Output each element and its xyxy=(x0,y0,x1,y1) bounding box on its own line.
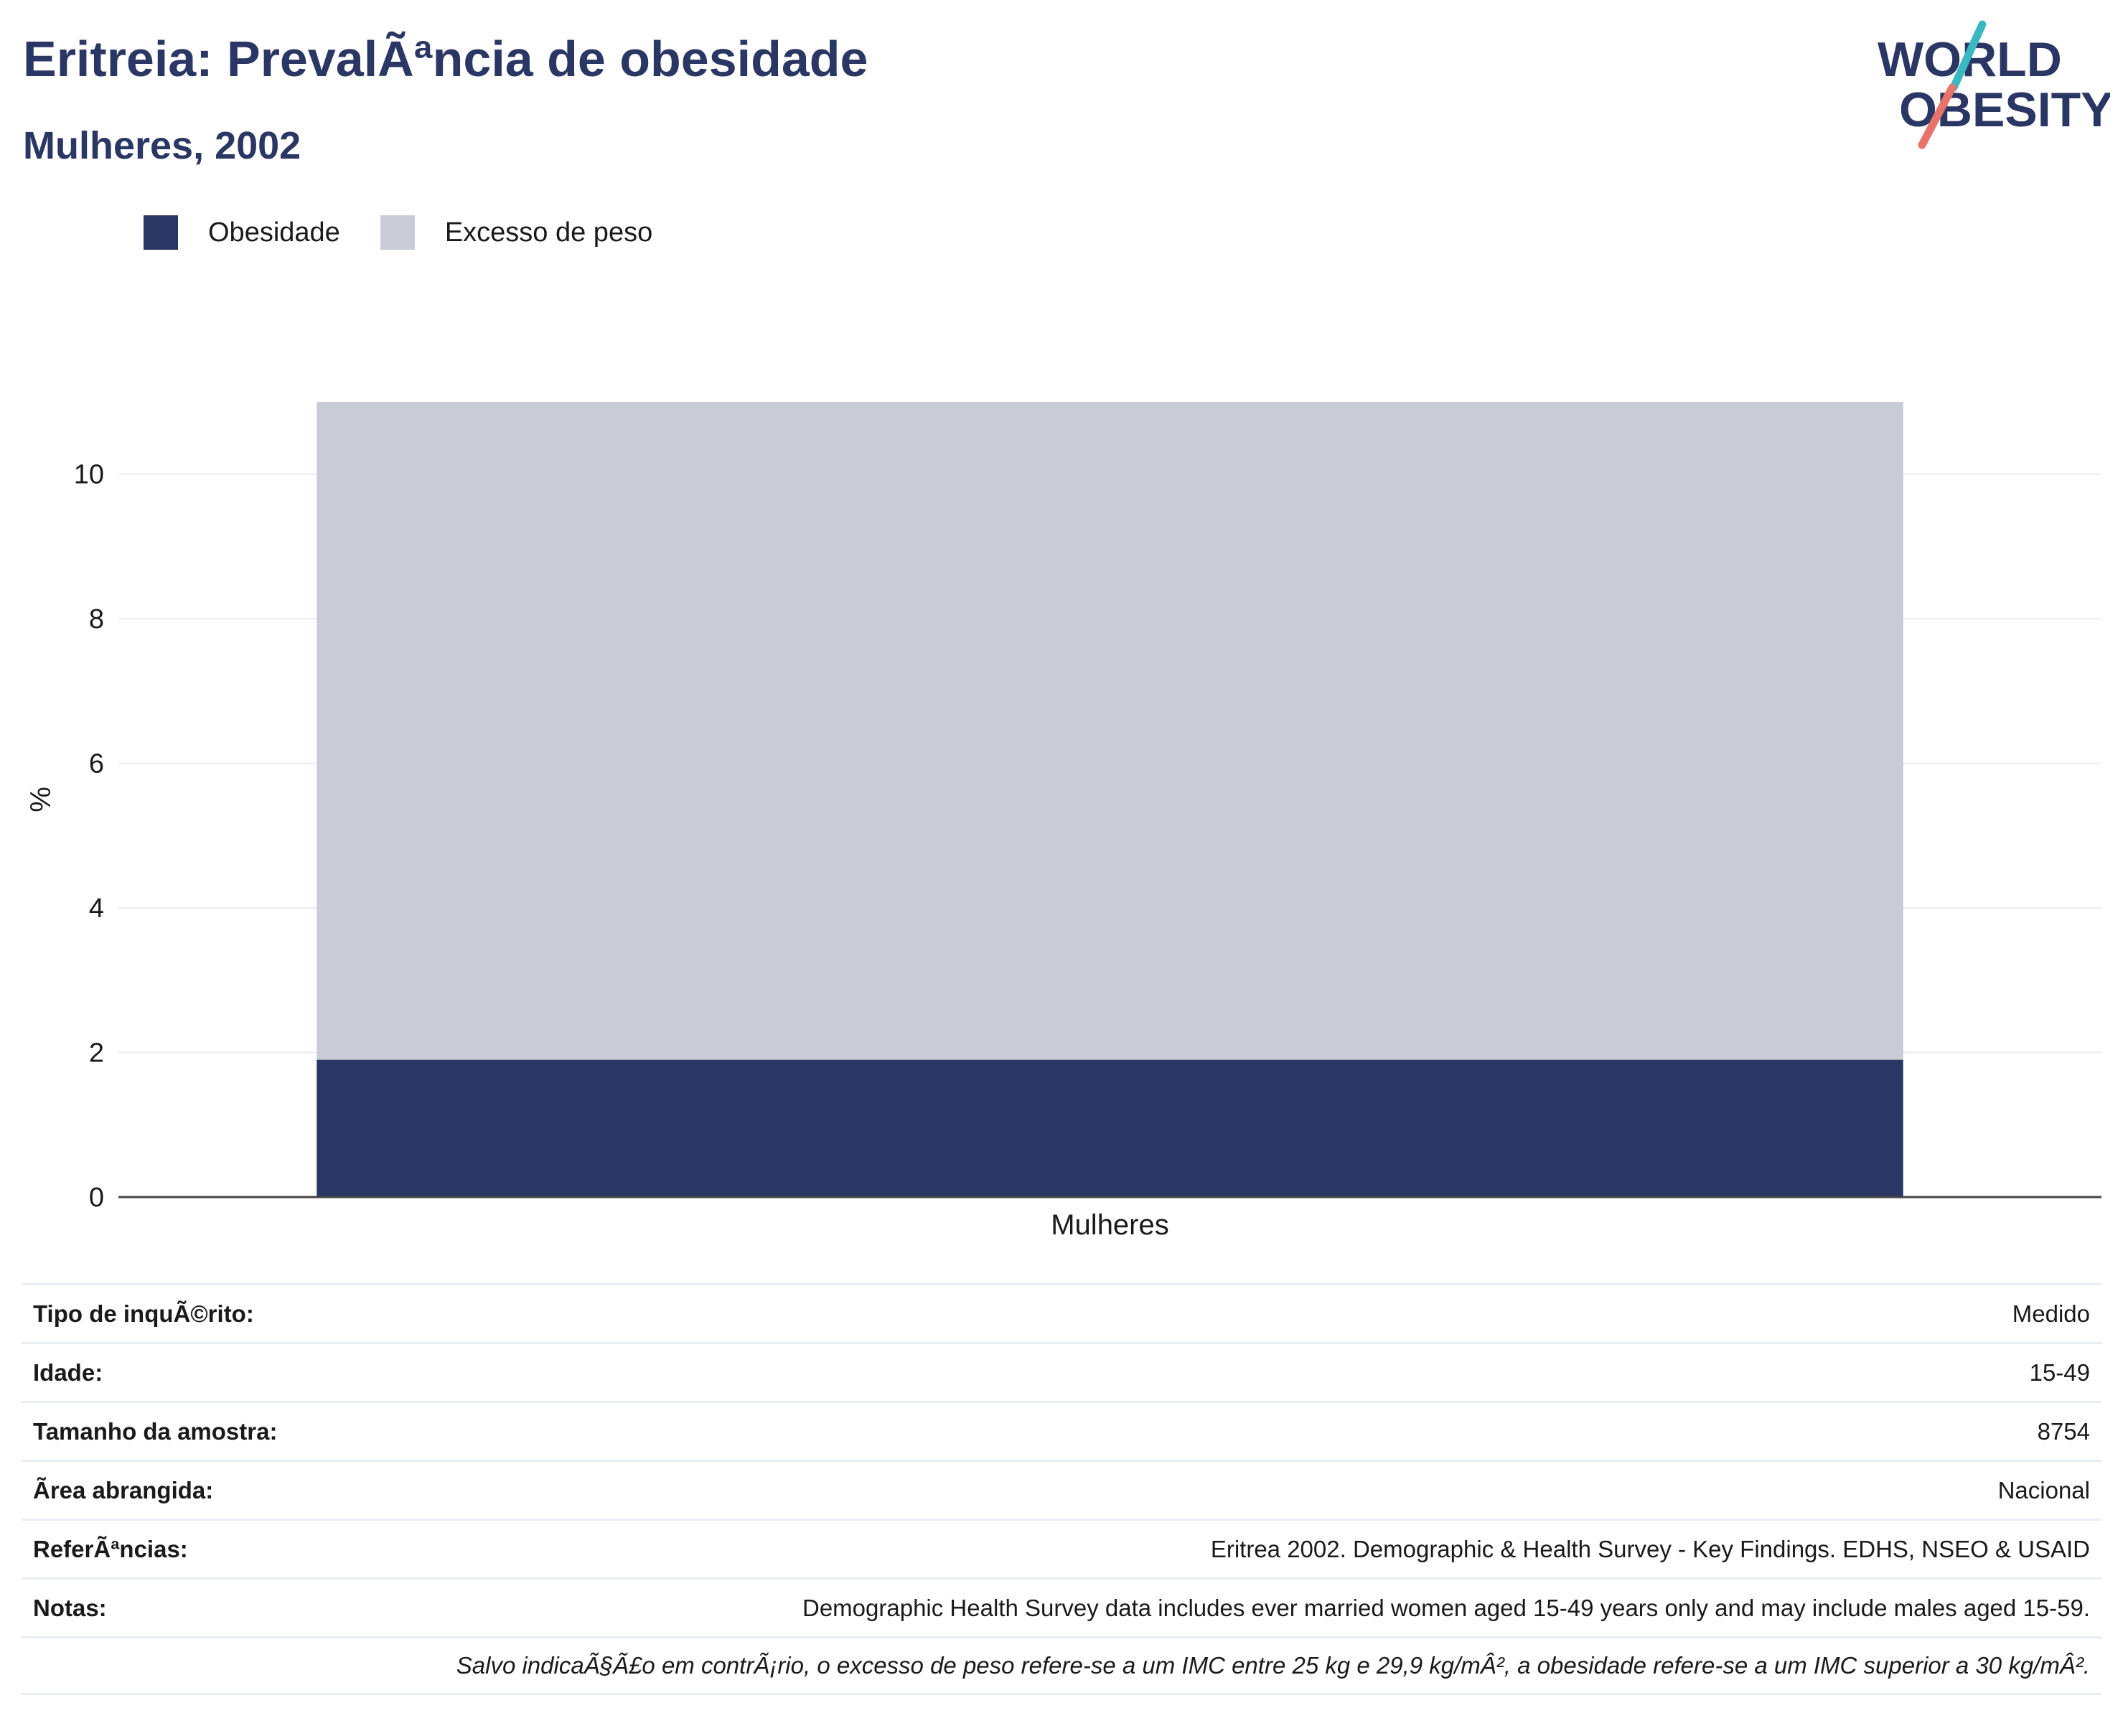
info-row-area: Ãrea abrangida: Nacional xyxy=(22,1460,2101,1519)
info-row-bmi-note: Salvo indicaÃ§Ã£o em contrÃ¡rio, o exces… xyxy=(22,1636,2101,1695)
bar-obesity xyxy=(317,1059,1903,1197)
bar-layer xyxy=(317,402,1903,1197)
y-tick-label: 6 xyxy=(89,749,104,779)
axis-layer: 0 2 4 6 8 10% Mulheres xyxy=(25,460,2101,1241)
legend-item-obesity[interactable]: Obesidade xyxy=(144,215,340,250)
bmi-definition-note: Salvo indicaÃ§Ã£o em contrÃ¡rio, o exces… xyxy=(456,1652,2090,1679)
info-row-survey-type: Tipo de inquÃ©rito: Medido xyxy=(22,1283,2101,1342)
info-value: Medido xyxy=(2012,1300,2090,1327)
info-label: Tipo de inquÃ©rito: xyxy=(33,1300,254,1327)
y-tick-label: 10 xyxy=(74,460,104,490)
legend-label-overweight: Excesso de peso xyxy=(444,217,653,248)
bar-chart: 0 2 4 6 8 10% Mulheres xyxy=(25,402,2101,1241)
legend: Obesidade Excesso de peso xyxy=(144,212,693,253)
logo-coral-stroke xyxy=(1918,83,1956,149)
survey-info-table: Tipo de inquÃ©rito: Medido Idade: 15-49 … xyxy=(22,1283,2101,1695)
chart-subtitle: Mulheres, 2002 xyxy=(23,124,301,167)
legend-label-obesity: Obesidade xyxy=(208,217,340,248)
y-tick-label: 4 xyxy=(89,893,104,924)
legend-item-overweight[interactable]: Excesso de peso xyxy=(380,215,652,250)
info-value: Eritrea 2002. Demographic & Health Surve… xyxy=(1210,1535,2090,1562)
info-value: Demographic Health Survey data includes … xyxy=(802,1594,2090,1621)
logo-teal-stroke xyxy=(1949,20,1987,92)
info-row-sample-size: Tamanho da amostra: 8754 xyxy=(22,1401,2101,1460)
info-row-age: Idade: 15-49 xyxy=(22,1342,2101,1401)
info-value: Nacional xyxy=(1997,1476,2090,1503)
info-label: Idade: xyxy=(33,1359,103,1386)
y-tick-label: 2 xyxy=(89,1038,104,1069)
x-tick-label: Mulheres xyxy=(1051,1209,1169,1241)
info-label: Ãrea abrangida: xyxy=(33,1476,214,1503)
y-axis-label: % xyxy=(25,787,57,812)
info-label: Tamanho da amostra: xyxy=(33,1417,278,1445)
info-row-notes: Notas: Demographic Health Survey data in… xyxy=(22,1577,2101,1636)
y-tick-label: 0 xyxy=(89,1183,104,1213)
info-label: Notas: xyxy=(33,1594,107,1621)
world-obesity-logo: WORLD OBESITY xyxy=(1878,20,2110,149)
legend-swatch-obesity xyxy=(144,215,178,250)
info-value: 15-49 xyxy=(2029,1359,2090,1386)
legend-swatch-overweight xyxy=(380,215,415,250)
y-tick-label: 8 xyxy=(89,604,104,634)
bar-overweight xyxy=(317,402,1903,1060)
info-label: ReferÃªncias: xyxy=(33,1535,188,1562)
chart-title: Eritreia: PrevalÃªncia de obesidade xyxy=(23,31,868,87)
info-value: 8754 xyxy=(2037,1417,2090,1445)
info-row-references: ReferÃªncias: Eritrea 2002. Demographic … xyxy=(22,1519,2101,1577)
